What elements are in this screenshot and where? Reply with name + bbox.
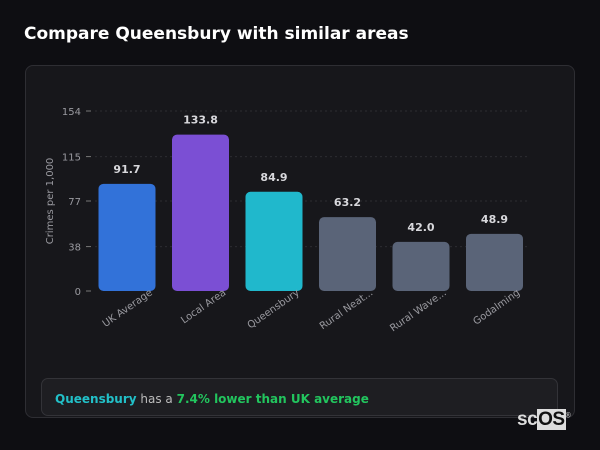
data-label: 133.8	[183, 114, 218, 127]
x-tick-label: Queensbury	[246, 287, 302, 331]
y-tick-label: 154	[62, 107, 81, 118]
data-label: 48.9	[481, 213, 508, 226]
x-tick-label: Rural Wave...	[388, 287, 448, 334]
y-tick-label: 0	[75, 287, 81, 298]
x-tick-label: Rural Neat...	[318, 287, 375, 332]
bar-godalming	[466, 233, 523, 291]
bar-local-area	[172, 134, 229, 291]
x-tick-label: Local Area	[179, 287, 228, 326]
logo-os: OS	[537, 409, 566, 430]
bar-uk-average	[98, 183, 156, 291]
y-axis-label: Crimes per 1,000	[45, 158, 56, 245]
y-tick-label: 77	[68, 197, 81, 208]
summary-difference: 7.4% lower than UK average	[176, 392, 369, 406]
data-label: 84.9	[260, 171, 287, 184]
y-tick-label: 38	[68, 243, 81, 254]
logo-mark: ®	[565, 412, 571, 420]
bar-queensbury	[245, 191, 303, 291]
scos-logo: scOS®	[517, 409, 571, 431]
summary-text: has a	[136, 392, 177, 406]
logo-sc: sc	[517, 409, 538, 430]
data-label: 42.0	[407, 221, 434, 234]
x-tick-label: UK Average	[101, 287, 155, 329]
y-tick-label: 115	[62, 153, 81, 164]
x-tick-label: Godalming	[471, 287, 522, 327]
comparison-summary: Queensbury has a 7.4% lower than UK aver…	[41, 378, 558, 416]
bar-rural-wave-	[392, 241, 450, 291]
data-label: 91.7	[113, 163, 140, 176]
page-title: Compare Queensbury with similar areas	[24, 24, 409, 44]
data-label: 63.2	[334, 196, 361, 209]
summary-place: Queensbury	[55, 392, 137, 406]
bar-rural-neat-	[319, 217, 376, 291]
